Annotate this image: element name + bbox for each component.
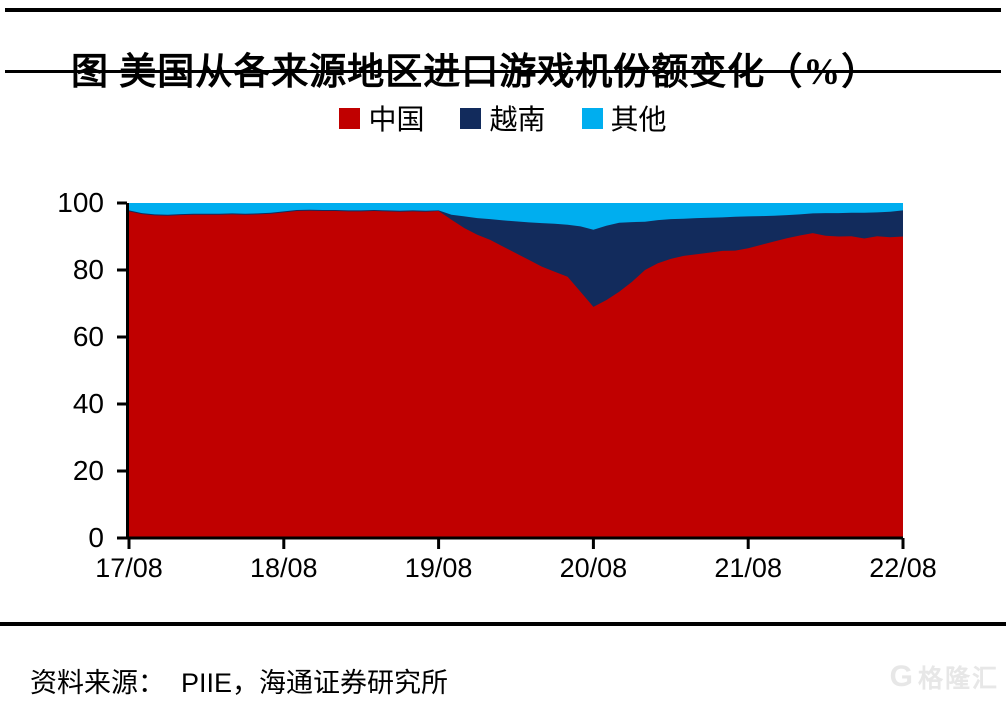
area-china bbox=[129, 210, 903, 538]
watermark-gelonghui: G 格隆汇 bbox=[890, 659, 999, 695]
footer-rule bbox=[0, 622, 1006, 626]
source-line: 资料来源： PIIE，海通证券研究所 bbox=[30, 661, 448, 700]
source-value: PIIE，海通证券研究所 bbox=[181, 668, 449, 698]
legend-item-other: 其他 bbox=[581, 98, 667, 138]
legend-swatch-vietnam bbox=[460, 107, 482, 129]
gelonghui-logo-icon: G bbox=[889, 660, 913, 693]
legend-label-other: 其他 bbox=[610, 105, 667, 136]
source-label: 资料来源： bbox=[30, 668, 165, 698]
legend-swatch-china bbox=[339, 107, 361, 129]
title-rule-top bbox=[5, 8, 1001, 12]
title-rule-bottom bbox=[5, 70, 1001, 73]
legend-label-china: 中国 bbox=[368, 105, 425, 136]
legend-item-china: 中国 bbox=[339, 98, 424, 138]
legend-item-vietnam: 越南 bbox=[460, 98, 546, 138]
chart-legend: 中国 越南 其他 bbox=[0, 98, 1006, 138]
legend-swatch-other bbox=[581, 107, 603, 129]
watermark-text: 格隆汇 bbox=[917, 665, 999, 693]
legend-label-vietnam: 越南 bbox=[489, 105, 546, 136]
